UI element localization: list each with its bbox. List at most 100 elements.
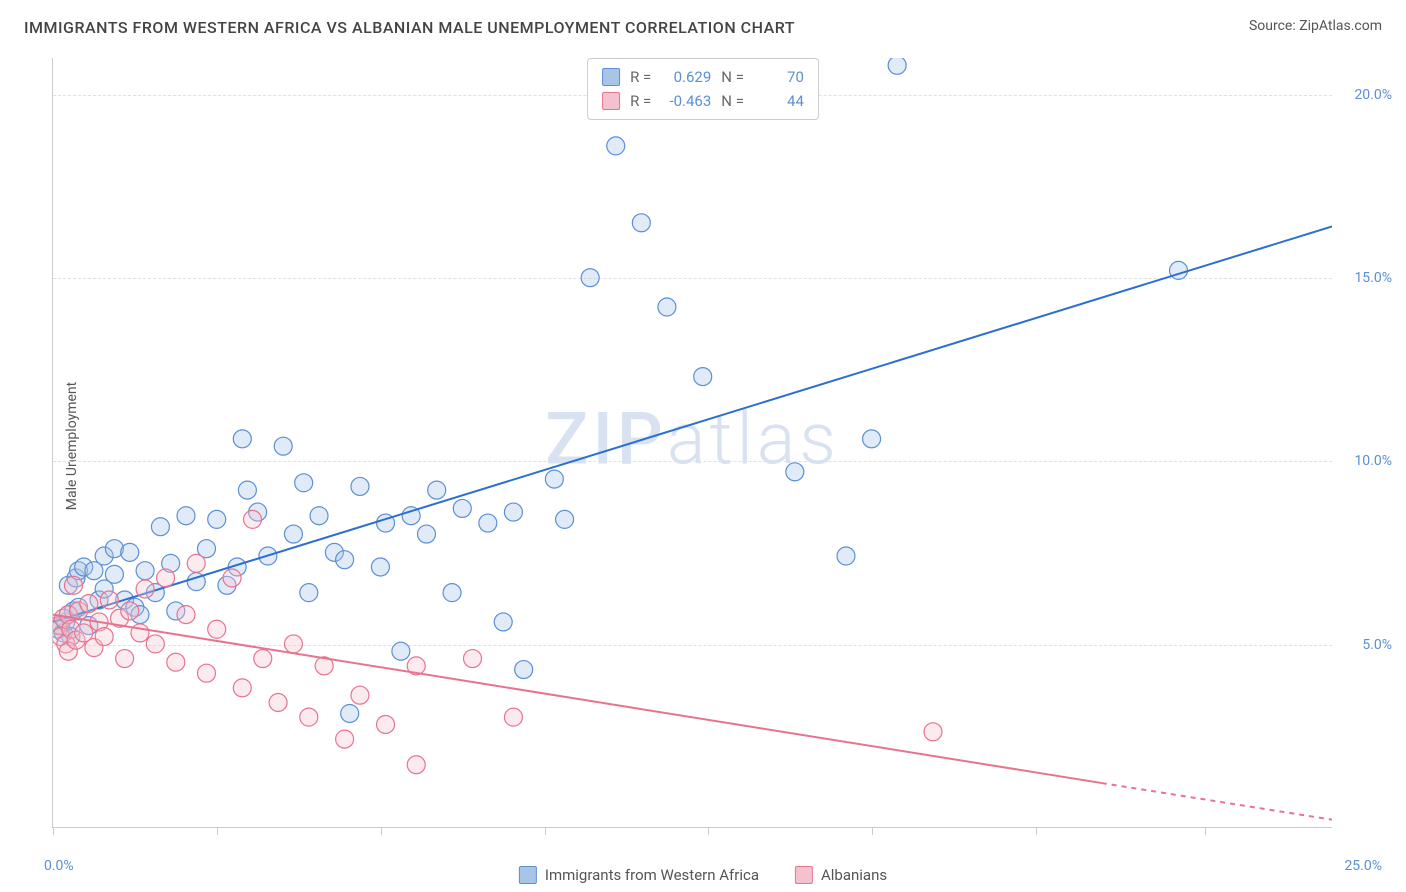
data-point bbox=[300, 708, 318, 726]
legend-swatch-0 bbox=[519, 866, 537, 884]
data-point bbox=[453, 499, 471, 517]
y-tick-label: 20.0% bbox=[1354, 87, 1392, 103]
data-point bbox=[284, 525, 302, 543]
data-point bbox=[157, 569, 175, 587]
x-max-label: 25.0% bbox=[1344, 858, 1382, 874]
y-tick-label: 10.0% bbox=[1354, 453, 1392, 469]
data-point bbox=[392, 642, 410, 660]
scatter-svg bbox=[53, 58, 1332, 827]
stats-row-series-0: R = 0.629 N = 70 bbox=[602, 65, 804, 89]
data-point bbox=[254, 650, 272, 668]
data-point bbox=[80, 595, 98, 613]
data-point bbox=[515, 661, 533, 679]
data-point bbox=[479, 514, 497, 532]
data-point bbox=[136, 580, 154, 598]
data-point bbox=[581, 269, 599, 287]
r-value-1: -0.463 bbox=[661, 89, 711, 113]
data-point bbox=[233, 430, 251, 448]
legend-item-0: Immigrants from Western Africa bbox=[519, 866, 759, 884]
data-point bbox=[464, 650, 482, 668]
data-point bbox=[556, 510, 574, 528]
trend-line bbox=[53, 226, 1332, 621]
data-point bbox=[223, 569, 241, 587]
data-point bbox=[208, 620, 226, 638]
x-tick bbox=[872, 827, 873, 835]
data-point bbox=[274, 437, 292, 455]
data-point bbox=[607, 137, 625, 155]
n-value-1: 44 bbox=[754, 89, 804, 113]
legend-label-1: Albanians bbox=[821, 866, 887, 884]
data-point bbox=[377, 715, 395, 733]
data-point bbox=[238, 481, 256, 499]
swatch-series-1 bbox=[602, 92, 620, 110]
data-point bbox=[371, 558, 389, 576]
n-label: N = bbox=[721, 89, 744, 113]
data-point bbox=[233, 679, 251, 697]
data-point bbox=[341, 704, 359, 722]
data-point bbox=[351, 686, 369, 704]
legend-swatch-1 bbox=[795, 866, 813, 884]
x-tick bbox=[53, 827, 54, 835]
x-tick bbox=[217, 827, 218, 835]
data-point bbox=[336, 551, 354, 569]
y-tick-label: 15.0% bbox=[1354, 270, 1392, 286]
data-point bbox=[428, 481, 446, 499]
data-point bbox=[295, 474, 313, 492]
data-point bbox=[300, 584, 318, 602]
data-point bbox=[100, 591, 118, 609]
data-point bbox=[786, 463, 804, 481]
r-label: R = bbox=[630, 89, 651, 113]
data-point bbox=[116, 650, 134, 668]
x-tick bbox=[1205, 827, 1206, 835]
data-point bbox=[658, 298, 676, 316]
data-point bbox=[95, 628, 113, 646]
trend-line-dashed bbox=[1102, 783, 1332, 820]
data-point bbox=[121, 602, 139, 620]
series-legend: Immigrants from Western Africa Albanians bbox=[519, 866, 887, 884]
chart-title: IMMIGRANTS FROM WESTERN AFRICA VS ALBANI… bbox=[24, 18, 795, 37]
data-point bbox=[269, 694, 287, 712]
data-point bbox=[136, 562, 154, 580]
legend-label-0: Immigrants from Western Africa bbox=[545, 866, 759, 884]
data-point bbox=[105, 565, 123, 583]
data-point bbox=[504, 708, 522, 726]
n-value-0: 70 bbox=[754, 65, 804, 89]
data-point bbox=[694, 368, 712, 386]
data-point bbox=[146, 635, 164, 653]
data-point bbox=[310, 507, 328, 525]
data-point bbox=[121, 543, 139, 561]
data-point bbox=[351, 477, 369, 495]
data-point bbox=[494, 613, 512, 631]
data-point bbox=[336, 730, 354, 748]
source-prefix: Source: bbox=[1249, 18, 1299, 34]
r-value-0: 0.629 bbox=[661, 65, 711, 89]
x-tick bbox=[381, 827, 382, 835]
swatch-series-0 bbox=[602, 68, 620, 86]
legend-item-1: Albanians bbox=[795, 866, 887, 884]
y-tick-label: 5.0% bbox=[1362, 637, 1392, 653]
data-point bbox=[244, 510, 262, 528]
x-tick bbox=[1036, 827, 1037, 835]
data-point bbox=[284, 635, 302, 653]
stats-legend-box: R = 0.629 N = 70 R = -0.463 N = 44 bbox=[587, 58, 819, 120]
data-point bbox=[208, 510, 226, 528]
plot-area: ZIPatlas 5.0%10.0%15.0%20.0% bbox=[52, 58, 1332, 828]
data-point bbox=[407, 756, 425, 774]
n-label: N = bbox=[721, 65, 744, 89]
data-point bbox=[888, 58, 906, 74]
data-point bbox=[417, 525, 435, 543]
data-point bbox=[443, 584, 461, 602]
source-name: ZipAtlas.com bbox=[1299, 18, 1382, 34]
x-tick bbox=[708, 827, 709, 835]
trend-line bbox=[53, 615, 1102, 783]
r-label: R = bbox=[630, 65, 651, 89]
data-point bbox=[837, 547, 855, 565]
x-min-label: 0.0% bbox=[44, 858, 74, 874]
data-point bbox=[632, 214, 650, 232]
x-tick bbox=[545, 827, 546, 835]
data-point bbox=[924, 723, 942, 741]
data-point bbox=[863, 430, 881, 448]
stats-row-series-1: R = -0.463 N = 44 bbox=[602, 89, 804, 113]
data-point bbox=[187, 554, 205, 572]
source-attribution: Source: ZipAtlas.com bbox=[1249, 18, 1382, 34]
